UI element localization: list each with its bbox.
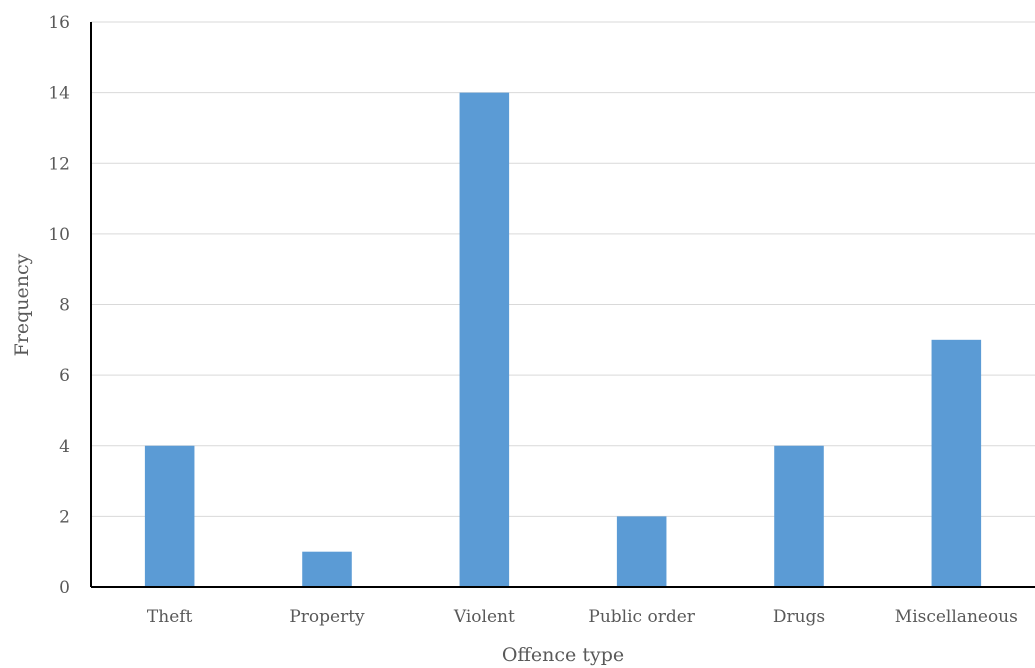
- y-tick-labels: 0 2 4 6 8 10 12 14 16: [48, 13, 70, 598]
- x-tick-label: Drugs: [773, 607, 825, 627]
- bar-violent: [459, 92, 510, 587]
- bar-property: [302, 551, 352, 587]
- bar-public-order: [616, 516, 667, 587]
- bar-miscellaneous: [931, 339, 982, 587]
- gridlines: [91, 21, 1035, 517]
- x-tick-label: Property: [289, 607, 365, 627]
- y-tick-label: 16: [48, 13, 70, 33]
- x-tick-label: Public order: [588, 607, 695, 627]
- y-tick-label: 8: [59, 296, 70, 316]
- bars: [144, 92, 982, 587]
- y-tick-label: 14: [48, 84, 70, 104]
- y-tick-label: 10: [48, 225, 70, 245]
- x-tick-label: Miscellaneous: [895, 607, 1018, 627]
- bar-drugs: [774, 445, 824, 587]
- y-tick-label: 6: [59, 366, 70, 386]
- y-tick-label: 4: [59, 437, 70, 457]
- y-axis-title: Frequency: [11, 253, 33, 356]
- y-tick-label: 0: [59, 578, 70, 598]
- y-tick-label: 12: [48, 154, 70, 174]
- x-tick-label: Theft: [147, 607, 193, 627]
- x-axis-title: Offence type: [502, 644, 624, 666]
- x-tick-labels: Theft Property Violent Public order Drugs Mis…: [147, 607, 1018, 627]
- bar-theft: [144, 445, 195, 587]
- y-tick-label: 2: [59, 507, 70, 527]
- x-tick-label: Violent: [453, 607, 515, 627]
